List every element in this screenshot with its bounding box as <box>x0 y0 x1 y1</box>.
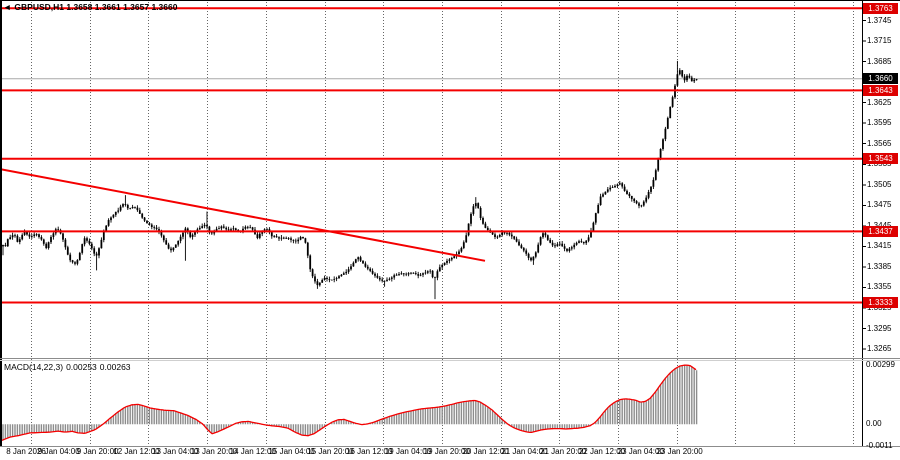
price-tick-label: 1.3565 <box>867 138 892 148</box>
current-price-label: 1.3660 <box>863 73 898 85</box>
price-tick-label: 1.3595 <box>867 118 892 128</box>
time-axis-label[interactable]: 15 Jan 20:00 <box>307 447 354 456</box>
macd-name: MACD(14,22,3) <box>4 362 64 372</box>
grid-lines <box>31 2 854 446</box>
time-axis-label[interactable]: 23 Jan 04:00 <box>617 447 664 456</box>
price-tick-label: 1.3265 <box>867 344 892 354</box>
time-axis-label[interactable]: 21 Jan 04:00 <box>501 447 548 456</box>
time-axis-label[interactable]: 13 Jan 20:00 <box>190 447 238 456</box>
time-axis-label[interactable]: 14 Jan 12:00 <box>229 447 276 456</box>
time-axis-label[interactable]: 9 Jan 04:00 <box>37 447 80 456</box>
time-axis-label[interactable]: 21 Jan 20:00 <box>540 447 587 456</box>
chart-title: ◄ GBPUSD,H1 1.3658 1.3661 1.3657 1.3660 <box>3 2 180 12</box>
level-price-label: 1.3333 <box>863 297 898 309</box>
macd-scale-label: 0.00299 <box>866 359 895 369</box>
time-axis-label[interactable]: 13 Jan 04:00 <box>152 447 199 456</box>
candlesticks <box>2 60 698 300</box>
time-axis-label[interactable]: 22 Jan 12:00 <box>578 447 626 456</box>
level-price-label: 1.3643 <box>863 84 898 96</box>
price-tick-label: 1.3745 <box>867 15 892 25</box>
price-axis-tick-marks <box>862 20 866 350</box>
time-axis-label[interactable]: 20 Jan 12:00 <box>462 447 509 456</box>
horizontal-level-lines[interactable] <box>0 7 862 304</box>
price-tick-label: 1.3385 <box>867 261 892 271</box>
price-tick-label: 1.3415 <box>867 241 892 251</box>
macd-scale-label: 0.00 <box>866 419 882 429</box>
price-tick-label: 1.3355 <box>867 282 892 292</box>
time-axis-label[interactable]: 9 Jan 20:00 <box>76 447 119 456</box>
level-price-label: 1.3763 <box>863 2 898 14</box>
macd-scale-label: -0.0011 <box>866 441 893 450</box>
price-tick-label: 1.3505 <box>867 179 892 189</box>
macd-indicator-label: MACD(14,22,3) 0.00253 0.00263 <box>4 362 134 372</box>
price-tick-label: 1.3685 <box>867 56 892 66</box>
time-axis-label[interactable]: 8 Jan 2026 <box>6 447 46 456</box>
level-price-label: 1.3437 <box>863 225 898 237</box>
pane-borders <box>0 0 900 447</box>
level-price-label: 1.3543 <box>863 153 898 165</box>
macd-histogram <box>2 365 698 441</box>
time-axis-label[interactable]: 16 Jan 12:00 <box>346 447 393 456</box>
time-axis-label[interactable]: 23 Jan 20:00 <box>656 447 703 456</box>
price-tick-label: 1.3295 <box>867 323 892 333</box>
price-tick-label: 1.3445 <box>867 221 891 231</box>
symbol-marker-icon: ◄ <box>3 2 12 12</box>
price-tick-label: 1.3625 <box>867 97 892 107</box>
time-axis-label[interactable]: 19 Jan 04:00 <box>384 447 432 456</box>
macd-signal-line <box>0 364 697 442</box>
macd-value: 0.00253 <box>66 362 97 372</box>
time-axis-label[interactable]: 19 Jan 20:00 <box>423 447 470 456</box>
time-axis-label[interactable]: 12 Jan 12:00 <box>113 447 160 456</box>
time-axis-label[interactable]: 15 Jan 04:00 <box>268 447 315 456</box>
symbol-ohlc-title: GBPUSD,H1 1.3658 1.3661 1.3657 1.3660 <box>14 2 178 12</box>
price-tick-label: 1.3475 <box>867 200 892 210</box>
descending-trend-line[interactable] <box>0 168 486 262</box>
macd-signal-value: 0.00263 <box>99 362 131 372</box>
price-tick-label: 1.3715 <box>867 36 892 46</box>
